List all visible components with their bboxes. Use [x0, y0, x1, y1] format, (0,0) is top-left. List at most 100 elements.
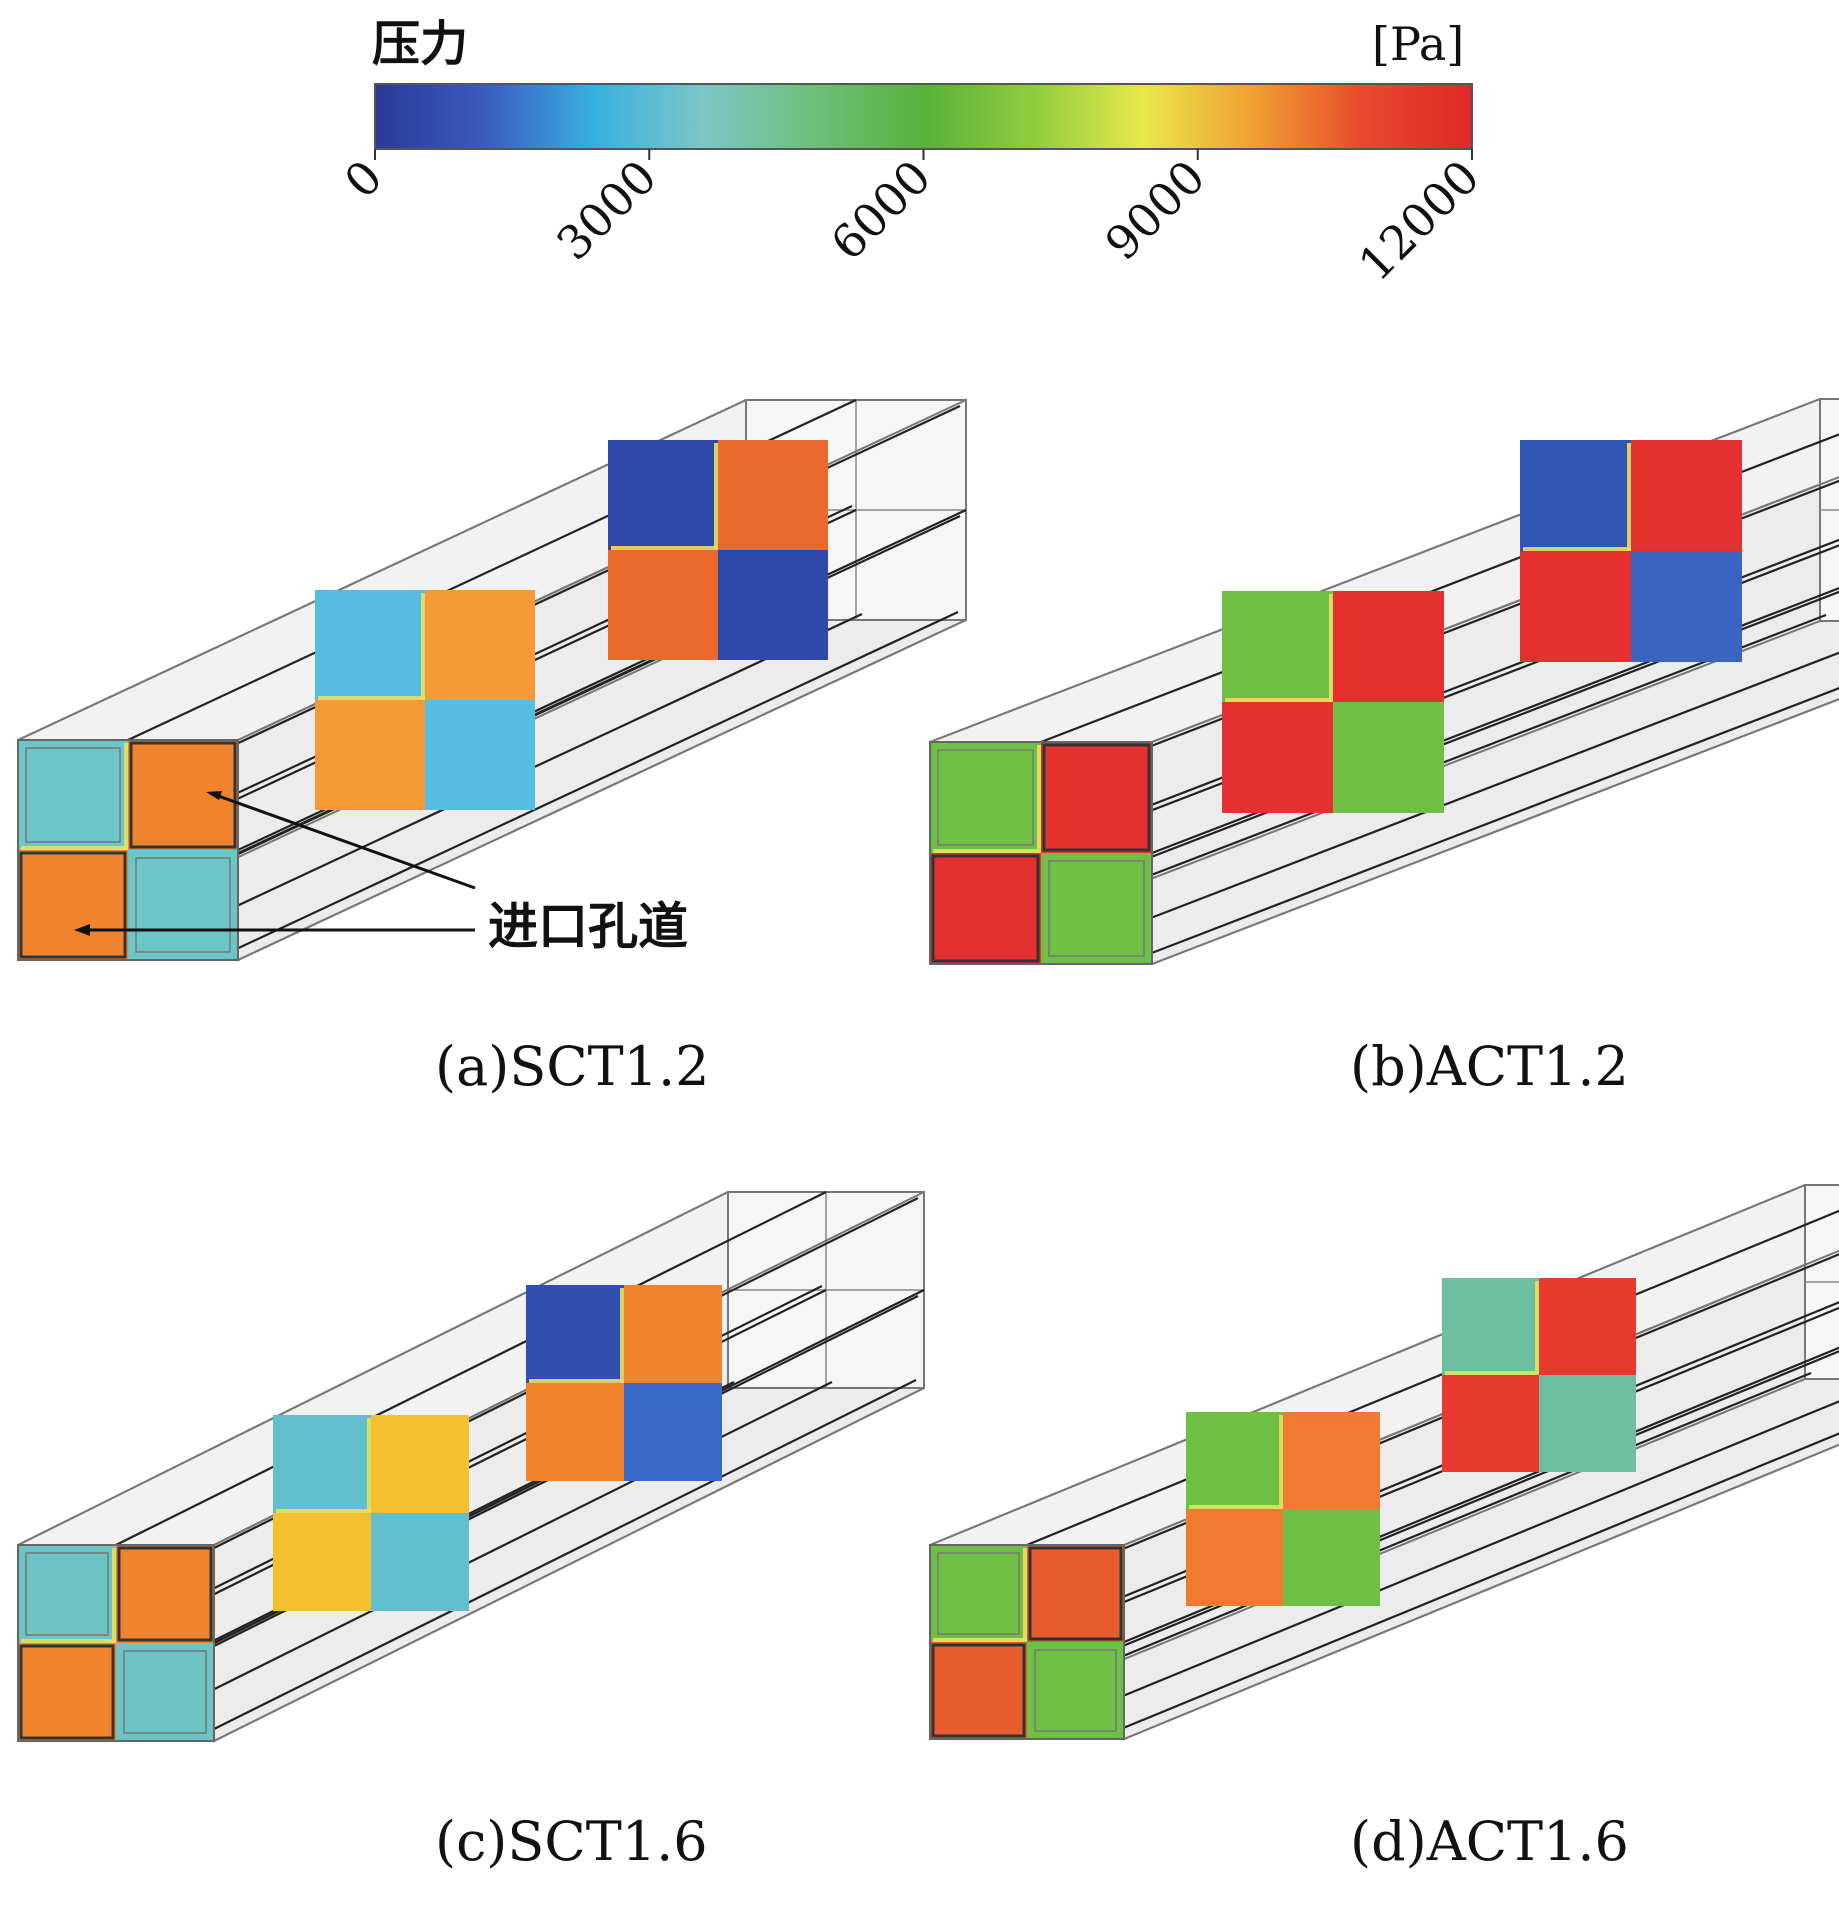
inlet-channel-outline: [931, 1643, 1026, 1738]
transition-edge: [1189, 1505, 1283, 1509]
transition-edge: [1225, 698, 1333, 702]
pressure-quadrant: [18, 850, 128, 960]
channel-line: [17, 1191, 729, 1546]
inlet-annotation: 进口孔道: [74, 791, 688, 956]
pressure-quadrant: [1333, 702, 1444, 813]
transition-edge: [714, 443, 718, 550]
front-face-border: [929, 741, 1153, 965]
pressure-quadrant: [273, 1415, 371, 1513]
colorbar-title: 压力: [372, 16, 468, 72]
pressure-quadrant: [315, 700, 425, 810]
transition-edge: [1329, 594, 1333, 702]
panel-a: (a)SCT1.2: [17, 398, 967, 1098]
panel-caption: (a)SCT1.2: [435, 1035, 710, 1098]
transition-edge: [124, 743, 128, 850]
colorbar-gradient: [374, 83, 1473, 150]
pressure-quadrant: [1539, 1278, 1636, 1375]
colorbar-unit: [Pa]: [1372, 17, 1464, 71]
colorbar-tick-label: 12000: [1348, 150, 1490, 292]
pressure-quadrant: [1027, 1545, 1124, 1642]
front-face-border: [929, 1544, 1125, 1740]
inlet-channel-outline: [19, 851, 127, 959]
channel-line: [229, 611, 959, 953]
channel-line: [237, 619, 967, 961]
channel-inner-outline: [123, 1650, 207, 1734]
channel-line: [1151, 698, 1839, 965]
transition-edge: [112, 1548, 116, 1643]
pressure-quadrant: [128, 740, 238, 850]
channel-line: [205, 1379, 917, 1734]
transition-edge: [620, 1288, 624, 1383]
pressure-quadrant: [1186, 1509, 1283, 1606]
pressure-quadrant: [930, 742, 1041, 853]
pressure-quadrant: [718, 550, 828, 660]
pressure-quadrant: [116, 1545, 214, 1643]
pressure-quadrant: [1041, 853, 1152, 964]
pressure-quadrant: [1027, 1642, 1124, 1739]
pressure-quadrant: [371, 1513, 469, 1611]
colorbar-tick-label: 0: [334, 150, 393, 209]
pressure-quadrant: [1520, 551, 1631, 662]
panel-c: (c)SCT1.6: [17, 1190, 925, 1873]
channel-line: [1143, 686, 1839, 958]
inlet-channel-outline: [129, 741, 237, 849]
pressure-quadrant: [315, 590, 425, 700]
colorbar: 压力 [Pa] 0 3000 6000 9000 12000: [334, 16, 1490, 291]
transition-edge: [276, 1509, 371, 1513]
channel-line: [1040, 433, 1839, 744]
pressure-quadrant: [608, 550, 718, 660]
transition-edge: [318, 696, 425, 700]
pressure-quadrant: [624, 1285, 722, 1383]
inlet-channel-outline: [117, 1546, 213, 1642]
channel-line: [213, 1387, 925, 1742]
pressure-quadrant: [1041, 742, 1152, 853]
panel-b: (b)ACT1.2: [929, 398, 1839, 1098]
pressure-quadrant: [718, 440, 828, 550]
annotation-arrow-upper: [209, 791, 476, 890]
channel-line: [1046, 651, 1839, 960]
channel-inner-outline: [135, 857, 231, 953]
transition-edge: [421, 593, 425, 700]
colorbar-ticks: 0 3000 6000 9000 12000: [334, 149, 1490, 291]
front-face-border: [17, 739, 239, 961]
channel-inner-outline: [1048, 860, 1145, 957]
pressure-quadrant: [425, 590, 535, 700]
channel-inner-outline: [25, 747, 121, 843]
transition-edge: [1627, 443, 1631, 551]
pressure-quadrant: [1283, 1412, 1380, 1509]
pressure-quadrant: [1631, 440, 1742, 551]
panel-d: (d)ACT1.6: [929, 1184, 1839, 1873]
transition-edge: [1023, 1548, 1027, 1642]
pressure-quadrant: [930, 853, 1041, 964]
channel-line: [1032, 1400, 1839, 1735]
pressure-quadrant: [371, 1415, 469, 1513]
transition-edge: [611, 546, 718, 550]
pressure-quadrant: [18, 1545, 116, 1643]
pressure-quadrant: [624, 1383, 722, 1481]
channel-line: [1036, 538, 1839, 851]
transition-edge: [1279, 1415, 1283, 1509]
panels: (a)SCT1.2 (b)ACT1.2 (c)SCT1.6 (d)ACT1.6: [17, 398, 1839, 1873]
panel-caption: (d)ACT1.6: [1350, 1810, 1629, 1873]
panel-caption: (c)SCT1.6: [435, 1810, 708, 1873]
channel-line: [1123, 1443, 1839, 1740]
transition-edge: [367, 1418, 371, 1513]
channel-line: [929, 1184, 1806, 1546]
transition-edge: [1535, 1281, 1539, 1375]
transition-edge: [933, 849, 1041, 853]
channel-line: [1115, 1432, 1839, 1733]
arrow-head-icon: [206, 791, 222, 800]
inlet-channel-outline: [19, 1644, 115, 1740]
pressure-quadrant: [1631, 551, 1742, 662]
transition-edge: [1523, 547, 1631, 551]
transition-edge: [1037, 745, 1041, 853]
pressure-quadrant: [930, 1545, 1027, 1642]
inlet-channel-outline: [931, 854, 1040, 963]
pressure-quadrant: [526, 1285, 624, 1383]
channel-inner-outline: [1034, 1649, 1117, 1732]
channel-line: [1040, 544, 1839, 855]
transition-edge: [529, 1379, 624, 1383]
pressure-quadrant: [425, 700, 535, 810]
pressure-quadrant: [1442, 1278, 1539, 1375]
pressure-quadrant: [1186, 1412, 1283, 1509]
